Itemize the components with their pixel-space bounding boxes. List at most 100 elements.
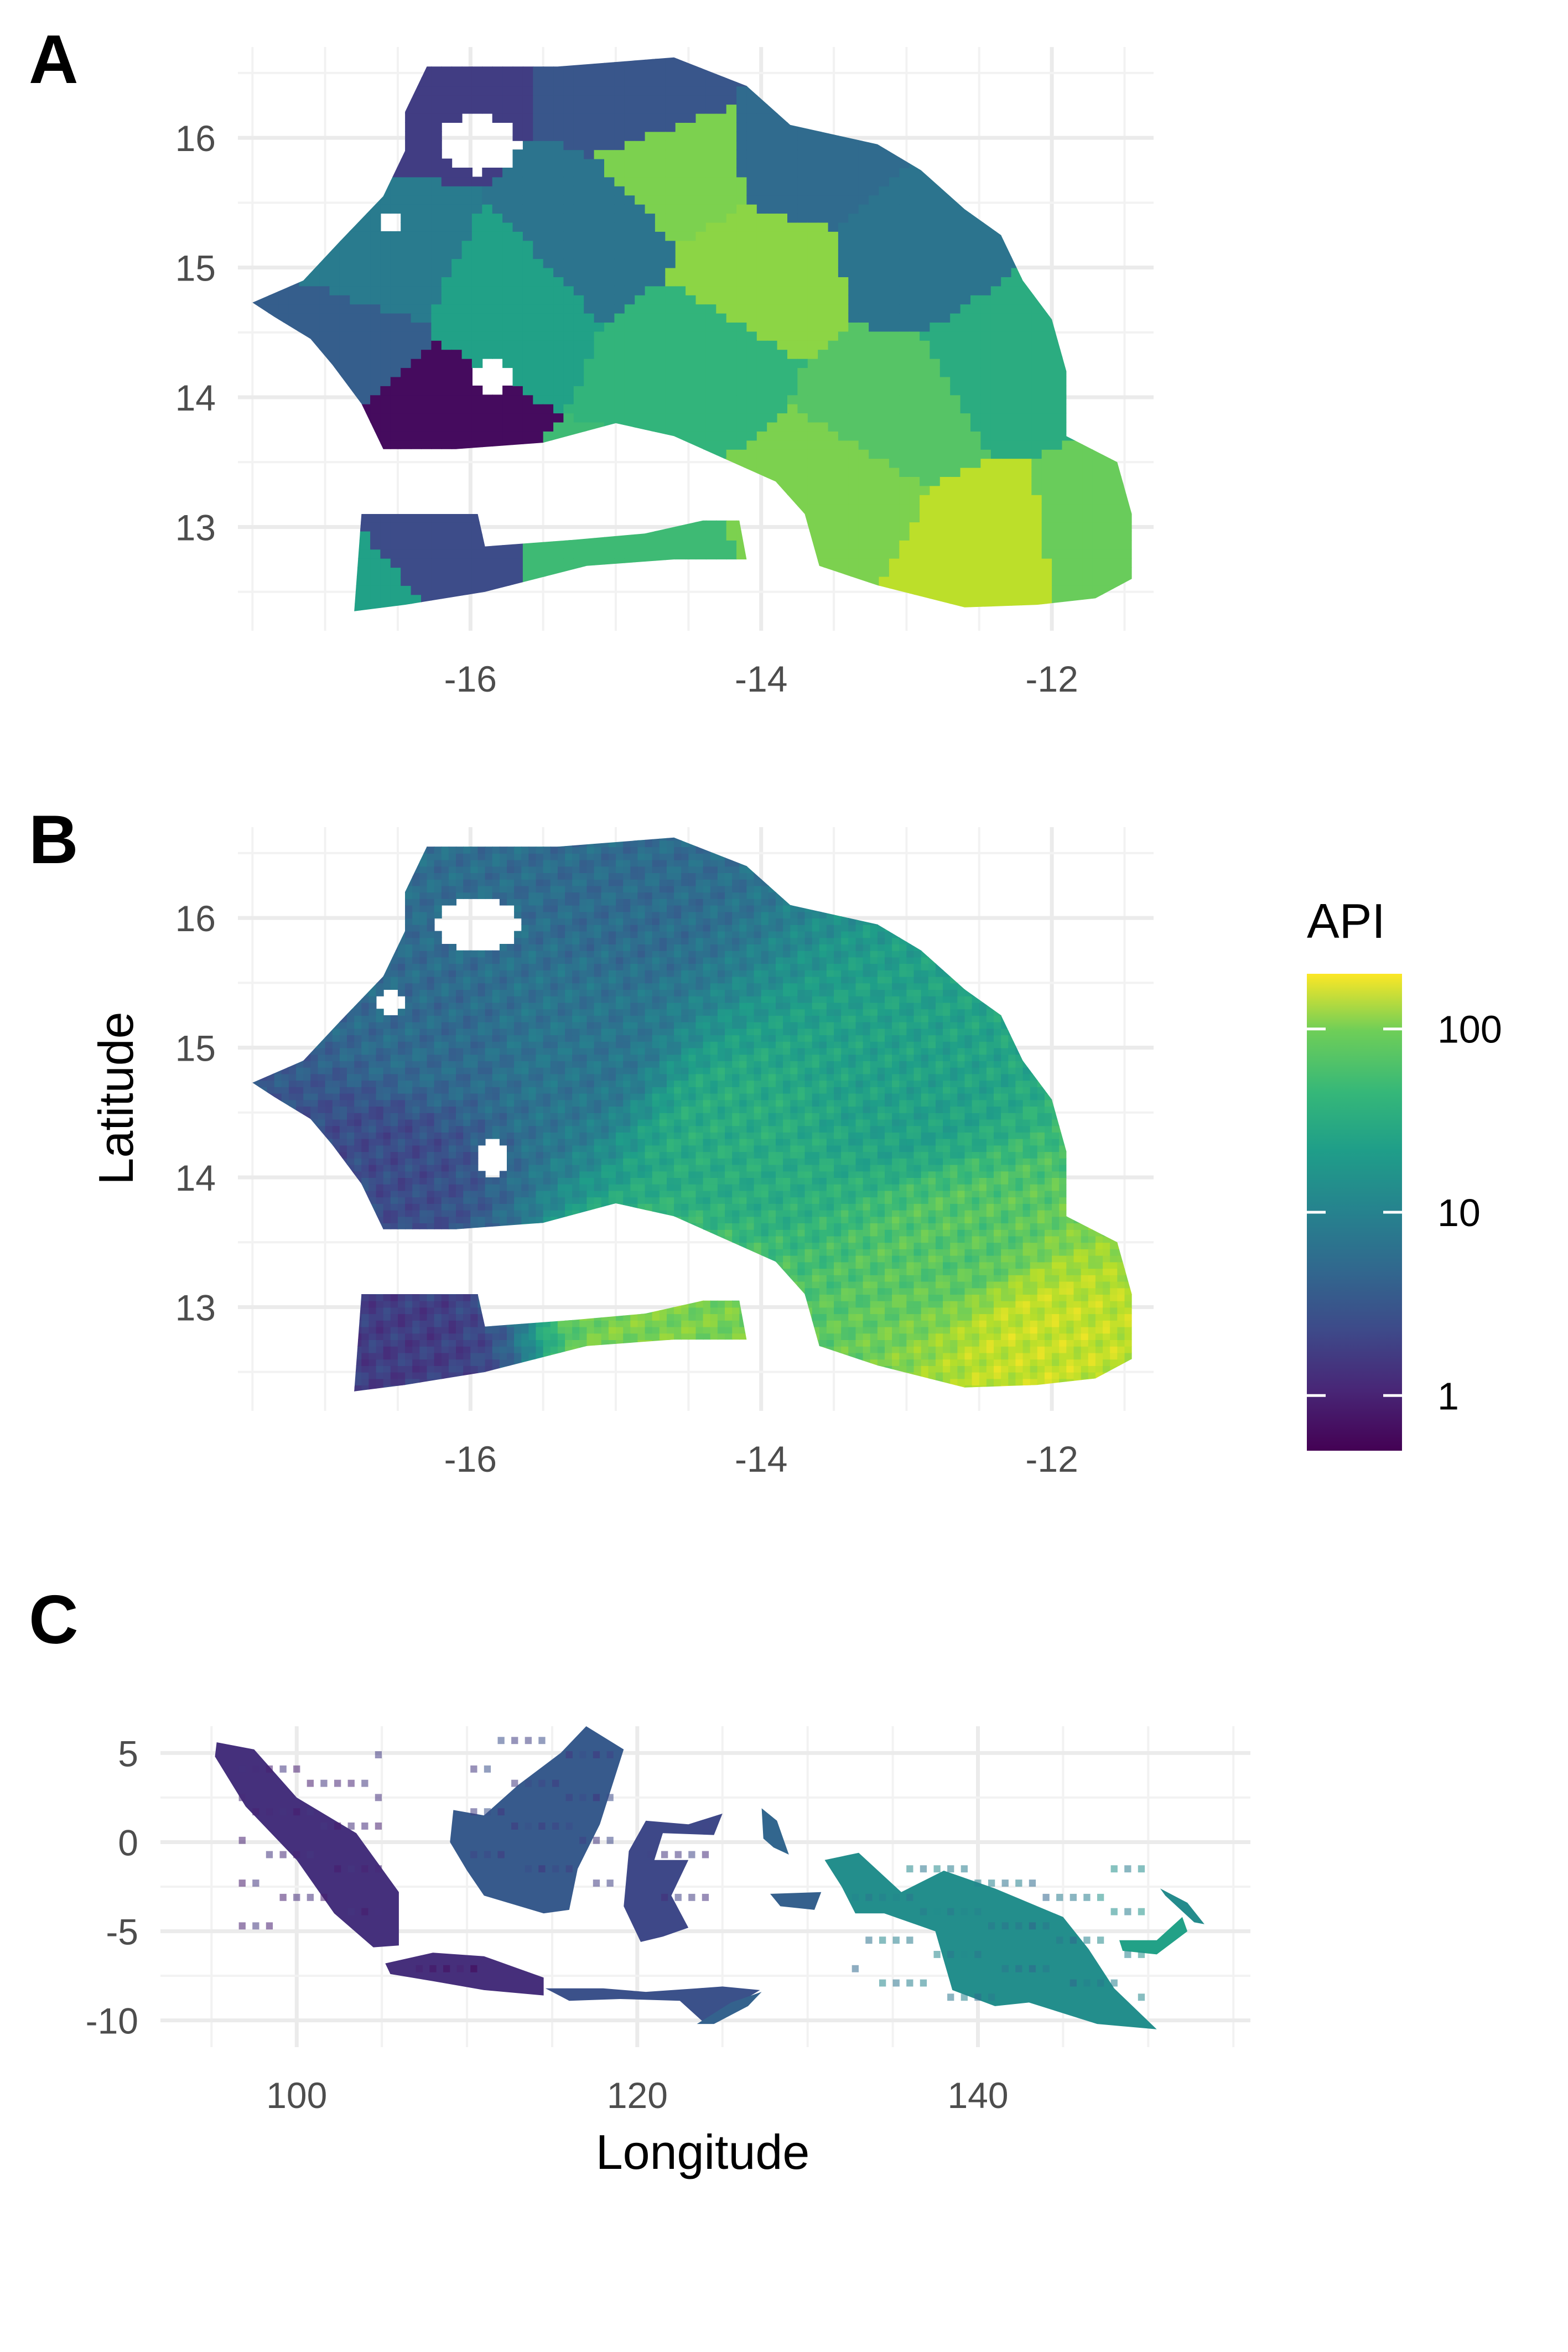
map-cell <box>482 68 493 77</box>
map-cell <box>380 59 391 69</box>
map-cell <box>940 40 951 50</box>
map-cell <box>614 104 625 114</box>
map-cell <box>899 467 910 477</box>
map-cell <box>421 331 432 341</box>
map-cell <box>797 467 808 477</box>
map-cell <box>1001 40 1011 50</box>
map-cell <box>461 431 473 441</box>
map-cell <box>675 195 687 205</box>
map-cell <box>980 413 991 423</box>
map-cell <box>502 76 513 87</box>
map-cell <box>380 440 391 450</box>
map-cell <box>807 158 819 168</box>
map-cell <box>879 512 890 523</box>
map-cell <box>828 431 839 441</box>
map-cell <box>624 385 636 396</box>
map-cell <box>421 594 432 604</box>
map-cell <box>716 331 727 341</box>
map-cell <box>512 376 523 386</box>
map-cell <box>818 76 829 87</box>
map-cell <box>645 149 656 159</box>
panel-label-a: A <box>29 22 79 98</box>
map-cell <box>451 294 463 305</box>
map-cell <box>278 594 289 604</box>
map-cell <box>980 285 991 295</box>
map-cell <box>329 558 340 568</box>
map-cell <box>635 68 646 77</box>
map-cell <box>522 549 534 559</box>
map-cell <box>635 549 646 559</box>
map-cell <box>939 294 951 305</box>
map-cell <box>421 176 432 186</box>
map-cell <box>553 322 564 332</box>
map-cell <box>512 104 523 114</box>
map-cell <box>319 340 330 350</box>
map-cell <box>665 59 676 69</box>
map-cell <box>451 331 463 341</box>
map-cell <box>543 304 554 314</box>
map-cell <box>350 104 361 114</box>
map-cell <box>990 567 1002 577</box>
map-cell <box>604 376 615 386</box>
map-cell <box>421 494 432 505</box>
map-cell <box>777 304 788 314</box>
map-cell <box>533 549 544 559</box>
map-cell <box>380 140 391 150</box>
map-cell <box>655 76 666 87</box>
map-cell <box>777 485 788 495</box>
map-cell <box>309 512 320 523</box>
map-cell <box>746 258 757 268</box>
map-cell <box>716 585 727 595</box>
map-cell <box>573 168 585 178</box>
map-cell <box>818 467 829 477</box>
map-cell <box>624 340 636 350</box>
map-cell <box>777 358 788 368</box>
map-cell <box>370 304 381 314</box>
map-cell <box>706 622 716 631</box>
map-cell <box>441 349 453 359</box>
map-cell <box>950 104 961 114</box>
map-cell <box>858 431 870 441</box>
map-cell <box>756 394 768 404</box>
map-cell <box>838 531 849 541</box>
map-cell <box>543 422 554 432</box>
map-cell <box>818 322 829 332</box>
map-cell <box>920 59 931 69</box>
map-cell <box>990 249 1002 259</box>
map-cell <box>1001 76 1012 87</box>
map-cell <box>411 394 422 404</box>
map-cell <box>329 176 340 186</box>
map-cell <box>339 277 351 287</box>
map-cell <box>258 240 269 250</box>
map-cell <box>970 576 982 586</box>
map-cell <box>675 249 687 259</box>
map-cell <box>787 322 798 332</box>
map-cell <box>278 59 289 69</box>
map-cell <box>309 76 320 87</box>
map-cell <box>645 503 656 513</box>
map-cell <box>797 57 808 60</box>
map-cell <box>370 322 381 332</box>
map-cell <box>756 340 768 350</box>
map-cell <box>512 95 523 105</box>
map-cell <box>970 222 982 232</box>
map-cell <box>512 567 523 577</box>
map-cell <box>665 576 676 586</box>
map-cell <box>695 494 707 505</box>
map-cell <box>879 539 890 550</box>
map-cell <box>960 285 971 295</box>
map-cell <box>258 422 269 432</box>
map-cell <box>848 340 859 350</box>
map-cell <box>980 313 991 323</box>
map-cell <box>319 313 330 323</box>
map-cell <box>879 204 890 214</box>
map-cell <box>268 104 279 114</box>
map-cell <box>980 385 991 396</box>
map-cell <box>726 176 738 186</box>
map-cell <box>370 204 381 214</box>
map-cell <box>431 249 442 259</box>
map-cell <box>960 494 971 505</box>
map-cell <box>360 413 371 423</box>
map-cell <box>471 204 483 214</box>
map-cell <box>512 131 523 141</box>
